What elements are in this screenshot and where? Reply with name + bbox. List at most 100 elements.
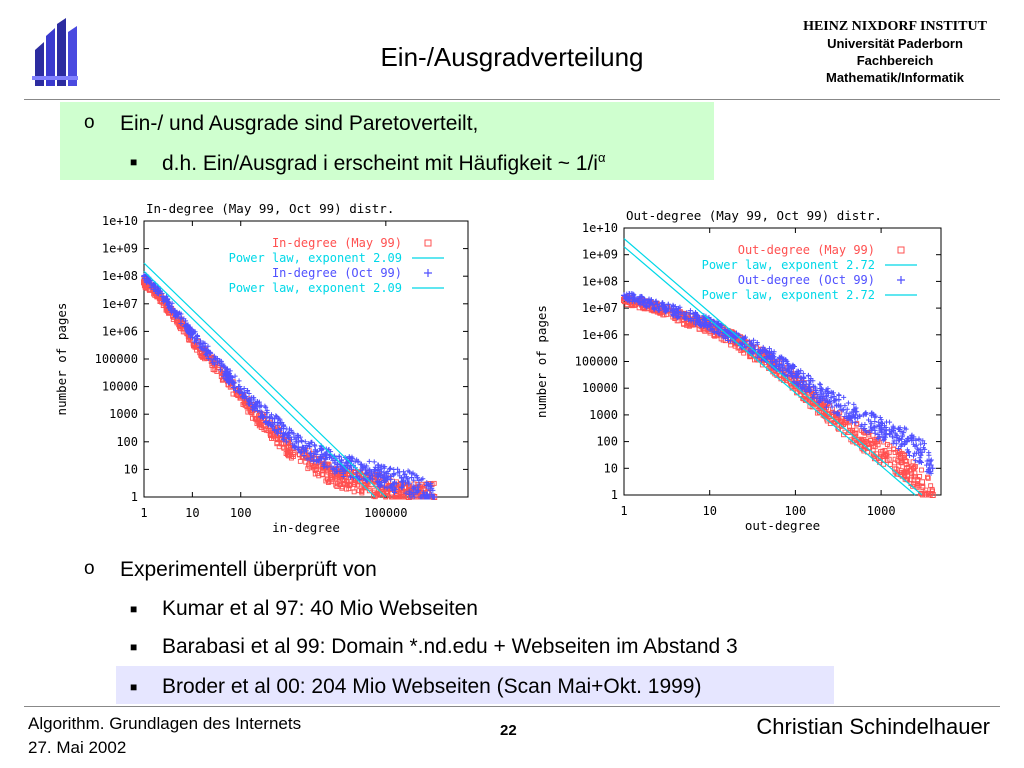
x-axis-label: in-degree <box>272 520 340 535</box>
data-point-plus <box>220 361 226 367</box>
data-point-plus <box>903 426 909 432</box>
page-number: 22 <box>500 722 517 739</box>
x-tick-label: 100 <box>230 506 252 520</box>
y-axis-label: number of pages <box>535 305 549 418</box>
data-point-plus <box>371 459 377 465</box>
data-point-plus <box>711 329 717 335</box>
data-point-plus <box>275 427 281 433</box>
data-point-plus <box>160 296 166 302</box>
data-point-plus <box>841 394 847 400</box>
y-tick-label: 1e+10 <box>102 214 138 228</box>
data-point-plus <box>909 432 915 438</box>
data-point-plus <box>853 409 859 415</box>
data-point-square <box>800 389 806 395</box>
data-point-plus <box>415 484 421 490</box>
legend-label: In-degree (May 99) <box>272 236 402 250</box>
data-point-plus <box>312 443 318 449</box>
y-tick-label: 100 <box>596 435 618 449</box>
data-point-plus <box>279 419 285 425</box>
data-point-plus <box>639 294 645 300</box>
data-point-plus <box>911 453 917 459</box>
data-point-plus <box>273 413 279 419</box>
y-tick-label: 1 <box>611 488 618 502</box>
data-point-plus <box>232 373 238 379</box>
data-point-plus <box>367 472 373 478</box>
data-point-plus <box>626 290 632 296</box>
data-point-plus <box>893 441 899 447</box>
data-point-plus <box>695 320 701 326</box>
data-point-plus <box>164 293 170 299</box>
data-point-plus <box>844 416 850 422</box>
data-point-plus <box>371 467 377 473</box>
data-point-plus <box>418 477 424 483</box>
data-point-plus <box>655 307 661 313</box>
data-point-square <box>250 415 255 421</box>
data-point-plus <box>317 454 323 460</box>
data-point-square <box>219 377 225 383</box>
data-point-square <box>230 391 236 397</box>
data-point-plus <box>800 382 806 388</box>
data-point-square <box>848 437 854 443</box>
data-point-plus <box>364 470 370 476</box>
data-point-square <box>244 404 250 409</box>
data-point-plus <box>158 288 164 294</box>
data-point-plus <box>323 456 329 462</box>
x-tick-label: 10 <box>702 504 716 518</box>
data-point-plus <box>817 382 823 388</box>
data-point-plus <box>225 366 231 372</box>
data-point-plus <box>857 413 863 419</box>
data-point-plus <box>913 458 919 464</box>
data-point-plus <box>843 410 849 416</box>
power-law-line <box>143 270 376 498</box>
data-point-plus <box>366 475 372 481</box>
data-point-plus <box>306 440 312 446</box>
data-point-plus <box>751 337 757 343</box>
data-point-plus <box>785 373 791 379</box>
data-point-square <box>858 436 864 442</box>
data-point-plus <box>816 398 822 404</box>
y-tick-label: 1e+06 <box>102 324 138 338</box>
data-point-plus <box>228 374 234 380</box>
data-point-square <box>842 429 848 435</box>
chart-title: In-degree (May 99, Oct 99) distr. <box>146 201 394 216</box>
data-point-square <box>902 458 908 464</box>
legend-label: Power law, exponent 2.72 <box>702 258 875 272</box>
data-point-plus <box>307 444 313 450</box>
data-point-plus <box>308 455 314 461</box>
footer-divider <box>24 706 1000 707</box>
data-point-square <box>333 482 339 488</box>
data-point-square <box>854 421 860 427</box>
data-point-square <box>918 490 923 496</box>
data-point-plus <box>718 323 724 329</box>
data-point-plus <box>828 395 834 401</box>
data-point-plus <box>758 348 764 354</box>
data-point-plus <box>823 404 829 410</box>
data-point-plus <box>324 464 330 470</box>
data-point-plus <box>398 475 404 481</box>
data-point-plus <box>683 315 689 321</box>
data-point-plus <box>670 313 676 319</box>
data-point-plus <box>262 420 268 426</box>
data-point-plus <box>820 394 826 400</box>
data-point-plus <box>300 446 306 452</box>
data-point-plus <box>644 303 650 309</box>
data-point-square <box>892 469 898 475</box>
data-point-plus <box>887 419 893 425</box>
data-point-plus <box>693 313 699 319</box>
y-tick-label: 1e+07 <box>582 301 618 315</box>
data-point-square <box>312 468 318 473</box>
data-point-plus <box>209 357 215 363</box>
data-point-plus <box>346 455 352 461</box>
square-bullet-icon: ■ <box>130 155 138 169</box>
data-point-plus <box>190 330 196 336</box>
data-point-plus <box>875 435 881 441</box>
data-point-plus <box>349 466 355 472</box>
data-point-plus <box>840 407 846 413</box>
data-point-square <box>696 326 702 332</box>
data-point-plus <box>796 370 802 376</box>
data-point-plus <box>871 412 877 418</box>
highlight-box-top <box>60 102 714 180</box>
data-point-plus <box>807 388 813 394</box>
data-point-plus <box>637 301 643 307</box>
x-tick-label: 1000 <box>867 504 896 518</box>
